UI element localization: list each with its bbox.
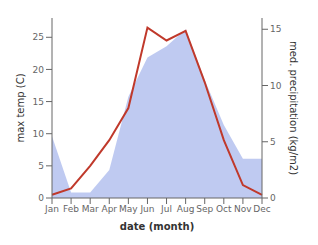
svg-text:5: 5: [270, 137, 276, 147]
svg-text:15: 15: [33, 97, 44, 107]
svg-text:Jun: Jun: [139, 204, 154, 214]
svg-text:Aug: Aug: [177, 204, 195, 214]
svg-text:0: 0: [270, 193, 276, 203]
svg-text:20: 20: [33, 65, 45, 75]
svg-text:May: May: [119, 204, 138, 214]
svg-text:Mar: Mar: [82, 204, 99, 214]
svg-text:10: 10: [270, 81, 282, 91]
svg-text:med. precipitation (kg/m2): med. precipitation (kg/m2): [288, 41, 299, 175]
svg-text:max temp (C): max temp (C): [15, 73, 26, 142]
svg-text:0: 0: [38, 193, 44, 203]
svg-text:Dec: Dec: [253, 204, 270, 214]
svg-text:Apr: Apr: [101, 204, 117, 214]
svg-text:Oct: Oct: [216, 204, 232, 214]
svg-text:25: 25: [33, 32, 44, 42]
svg-text:10: 10: [33, 129, 45, 139]
svg-text:5: 5: [38, 161, 44, 171]
svg-text:15: 15: [270, 24, 281, 34]
svg-text:Nov: Nov: [234, 204, 252, 214]
svg-text:Jan: Jan: [44, 204, 59, 214]
svg-text:Sep: Sep: [196, 204, 213, 214]
svg-text:date (month): date (month): [120, 221, 194, 232]
svg-text:Feb: Feb: [63, 204, 79, 214]
svg-text:Jul: Jul: [160, 204, 172, 214]
